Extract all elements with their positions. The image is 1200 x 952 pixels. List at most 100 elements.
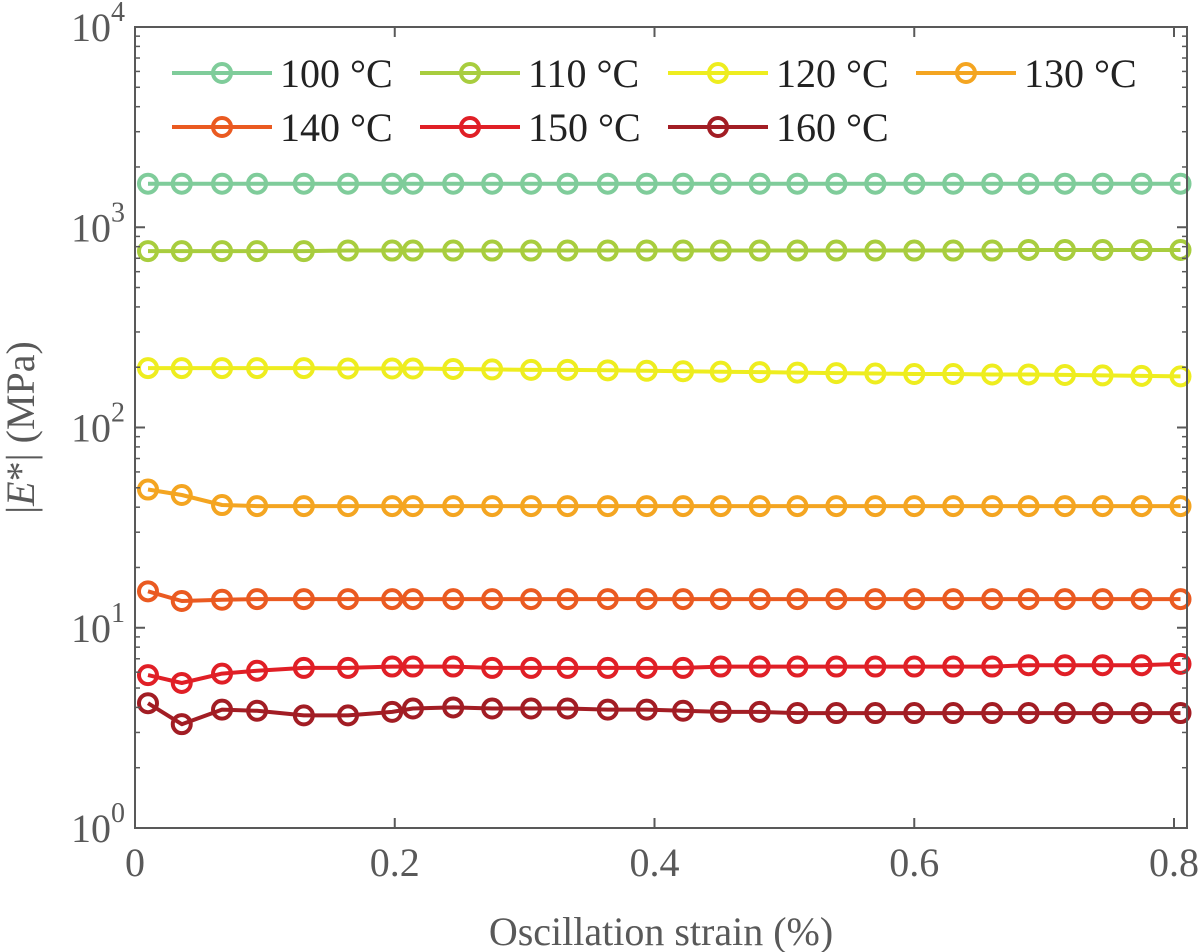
- data-point: [246, 240, 269, 263]
- legend: 100 °C 110 °C 120 °C 130 °C 140 °C 150 °C 160 …: [172, 51, 1137, 150]
- data-point: [1017, 363, 1040, 386]
- data-point: [825, 495, 848, 518]
- data-point: [336, 704, 359, 727]
- data-point: [401, 655, 424, 678]
- data-point: [786, 588, 809, 611]
- data-point: [1053, 702, 1076, 725]
- data-point: [748, 361, 771, 384]
- data-point: [481, 656, 504, 679]
- data-point: [442, 357, 465, 380]
- data-point: [942, 655, 965, 678]
- x-tick-label: 0.8: [1149, 840, 1199, 885]
- data-point: [672, 495, 695, 518]
- data-point: [520, 172, 543, 195]
- data-point: [170, 671, 193, 694]
- data-point: [292, 495, 315, 518]
- data-point: [903, 239, 926, 262]
- data-point: [556, 172, 579, 195]
- data-point: [381, 588, 404, 611]
- data-point: [1053, 654, 1076, 677]
- data-point: [709, 700, 732, 723]
- data-point: [825, 655, 848, 678]
- data-point: [520, 656, 543, 679]
- series-line: [147, 589, 1181, 603]
- data-point: [442, 495, 465, 518]
- data-point: [336, 495, 359, 518]
- x-axis-label: Oscillation strain (%): [489, 909, 833, 952]
- y-tick-label: 104: [71, 0, 125, 50]
- y-tick-label: 101: [71, 598, 125, 651]
- legend-marker: [459, 116, 481, 138]
- legend-marker: [707, 62, 729, 84]
- data-point: [596, 588, 619, 611]
- data-point: [292, 240, 315, 263]
- data-point: [170, 357, 193, 380]
- data-point: [635, 588, 658, 611]
- data-point: [1169, 702, 1192, 725]
- data-point: [709, 239, 732, 262]
- data-point: [1091, 172, 1114, 195]
- data-point: [903, 495, 926, 518]
- legend-item: 140 °C: [172, 105, 393, 150]
- data-point: [748, 172, 771, 195]
- data-point: [1091, 495, 1114, 518]
- series: [136, 692, 1192, 736]
- data-point: [635, 359, 658, 382]
- data-point: [481, 495, 504, 518]
- data-point: [903, 588, 926, 611]
- series: [136, 580, 1192, 613]
- plot-marks: [136, 172, 1192, 736]
- data-point: [556, 697, 579, 720]
- data-point: [1091, 588, 1114, 611]
- data-point: [596, 239, 619, 262]
- data-point: [672, 656, 695, 679]
- data-point: [596, 359, 619, 382]
- data-point: [170, 240, 193, 263]
- data-point: [596, 698, 619, 721]
- data-point: [211, 357, 234, 380]
- legend-label: 120 °C: [776, 51, 889, 96]
- data-point: [864, 239, 887, 262]
- legend-item: 160 °C: [668, 105, 889, 150]
- data-point: [170, 484, 193, 507]
- data-point: [1017, 654, 1040, 677]
- data-point: [211, 172, 234, 195]
- data-point: [481, 588, 504, 611]
- data-point: [1017, 495, 1040, 518]
- data-point: [1053, 238, 1076, 261]
- data-point: [709, 588, 732, 611]
- data-point: [635, 172, 658, 195]
- data-point: [709, 360, 732, 383]
- data-point: [556, 656, 579, 679]
- data-point: [136, 172, 159, 195]
- data-point: [401, 697, 424, 720]
- data-point: [336, 239, 359, 262]
- data-point: [336, 656, 359, 679]
- data-point: [981, 588, 1004, 611]
- data-point: [1091, 364, 1114, 387]
- data-point: [1169, 238, 1192, 261]
- data-point: [825, 702, 848, 725]
- data-point: [381, 172, 404, 195]
- legend-item: 150 °C: [420, 105, 641, 150]
- y-axis-label-symbol: E: [0, 481, 43, 506]
- data-point: [1091, 238, 1114, 261]
- data-point: [635, 656, 658, 679]
- data-point: [672, 239, 695, 262]
- data-point: [825, 172, 848, 195]
- data-point: [170, 172, 193, 195]
- data-point: [1130, 238, 1153, 261]
- data-point: [336, 357, 359, 380]
- data-point: [481, 697, 504, 720]
- data-point: [481, 239, 504, 262]
- axis-tick-labels: 0 0.2 0.4 0.6 0.8 100 101 102 103 104: [71, 0, 1199, 885]
- data-point: [556, 239, 579, 262]
- data-point: [748, 588, 771, 611]
- data-point: [942, 702, 965, 725]
- data-point: [211, 588, 234, 611]
- data-point: [825, 362, 848, 385]
- legend-label: 160 °C: [776, 105, 889, 150]
- data-point: [748, 239, 771, 262]
- data-point: [136, 580, 159, 603]
- data-point: [1169, 588, 1192, 611]
